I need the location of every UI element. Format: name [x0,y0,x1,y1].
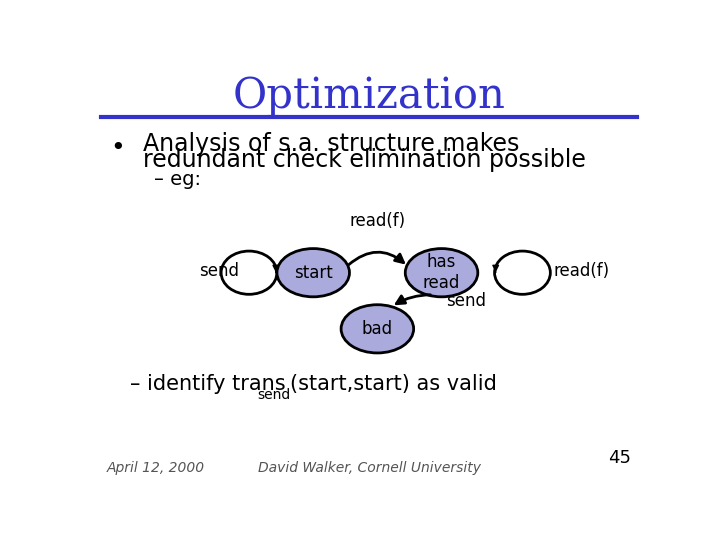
Text: Optimization: Optimization [233,75,505,117]
Text: redundant check elimination possible: redundant check elimination possible [143,147,586,172]
Text: (start,start) as valid: (start,start) as valid [289,374,497,394]
Text: April 12, 2000: April 12, 2000 [107,461,205,475]
Text: 45: 45 [608,449,631,467]
Text: start: start [294,264,333,282]
Text: read(f): read(f) [349,212,405,230]
Ellipse shape [405,248,478,297]
Text: bad: bad [362,320,393,338]
Text: has
read: has read [423,253,460,292]
Ellipse shape [277,248,349,297]
Text: send: send [446,292,486,310]
Text: David Walker, Cornell University: David Walker, Cornell University [258,461,480,475]
Text: – eg:: – eg: [154,171,201,190]
Ellipse shape [341,305,413,353]
Text: send: send [258,388,291,402]
Text: Analysis of s.a. structure makes: Analysis of s.a. structure makes [143,132,519,156]
Text: •: • [111,136,125,160]
Text: send: send [199,262,239,280]
Text: read(f): read(f) [553,262,609,280]
Text: – identify trans: – identify trans [130,374,286,394]
